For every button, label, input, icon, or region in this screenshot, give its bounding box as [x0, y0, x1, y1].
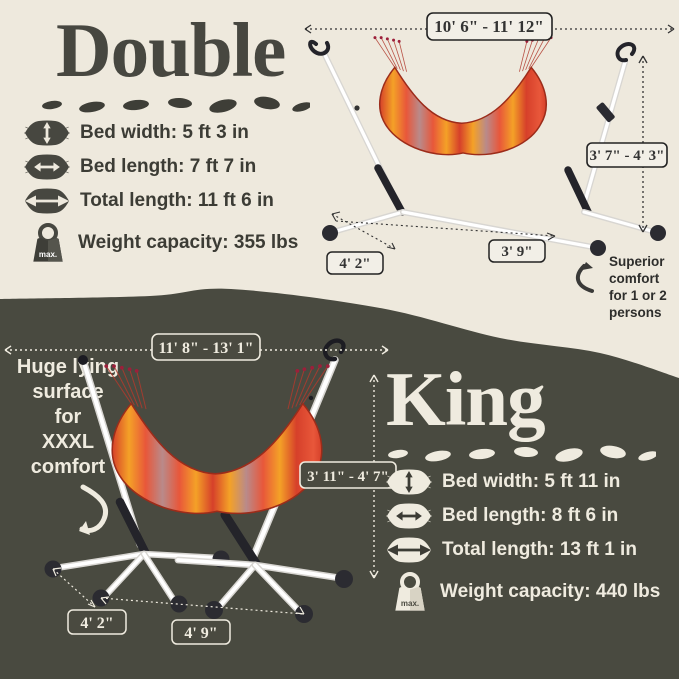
svg-text:11' 8" - 13' 1": 11' 8" - 13' 1" — [158, 340, 253, 357]
svg-text:for 1 or 2: for 1 or 2 — [609, 288, 667, 303]
svg-text:3' 9": 3' 9" — [501, 244, 532, 260]
svg-text:4' 9": 4' 9" — [184, 625, 217, 642]
svg-text:3' 7" - 4' 3": 3' 7" - 4' 3" — [590, 148, 665, 164]
svg-text:4' 2": 4' 2" — [80, 615, 113, 632]
svg-text:4' 2": 4' 2" — [339, 256, 370, 272]
svg-text:max.: max. — [401, 599, 419, 608]
svg-text:Superior: Superior — [609, 254, 665, 269]
svg-text:3' 11" - 4' 7": 3' 11" - 4' 7" — [307, 469, 389, 485]
svg-text:persons: persons — [609, 305, 662, 320]
svg-text:max.: max. — [39, 250, 57, 259]
svg-text:comfort: comfort — [609, 271, 660, 286]
svg-text:10' 6" - 11' 12": 10' 6" - 11' 12" — [434, 17, 544, 36]
